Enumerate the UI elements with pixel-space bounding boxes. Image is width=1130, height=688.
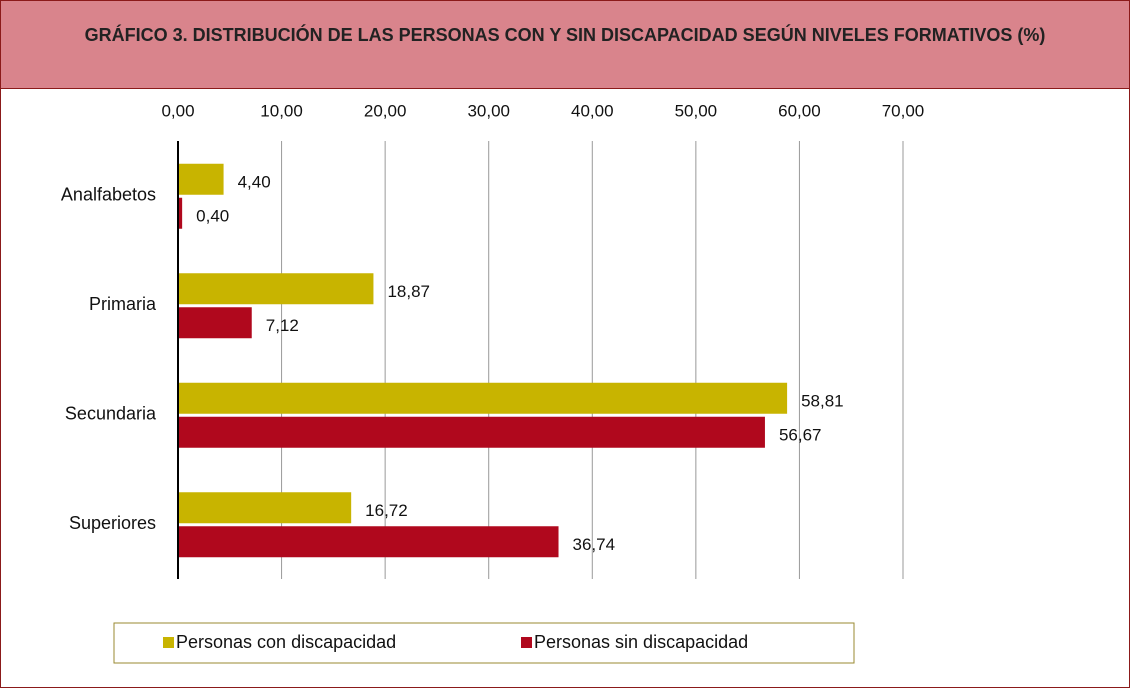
bar [178,197,183,229]
legend-swatch [521,637,532,648]
x-tick-label: 30,00 [467,101,510,120]
legend-label: Personas con discapacidad [176,632,396,652]
data-label: 56,67 [779,426,822,445]
bar [178,307,252,339]
bar [178,526,559,558]
data-label: 7,12 [266,316,299,335]
data-label: 0,40 [196,207,229,226]
data-label: 16,72 [365,501,408,520]
legend-swatch [163,637,174,648]
legend-box [113,622,855,664]
x-tick-label: 50,00 [675,101,718,120]
y-tick-label: Secundaria [65,404,157,424]
x-tick-label: 20,00 [364,101,407,120]
legend-label: Personas sin discapacidad [534,632,748,652]
data-label: 36,74 [573,535,616,554]
x-tick-label: 40,00 [571,101,614,120]
chart-title: GRÁFICO 3. DISTRIBUCIÓN DE LAS PERSONAS … [1,1,1129,89]
y-tick-label: Primaria [89,294,157,314]
x-tick-label: 0,00 [161,101,194,120]
y-tick-label: Analfabetos [61,185,156,205]
bar [178,382,788,414]
bar [178,416,765,448]
bar [178,492,352,524]
y-tick-label: Superiores [69,513,156,533]
x-tick-label: 70,00 [882,101,925,120]
x-tick-label: 60,00 [778,101,821,120]
data-label: 58,81 [801,392,844,411]
data-label: 4,40 [238,173,271,192]
data-label: 18,87 [387,282,430,301]
bar [178,273,374,305]
x-tick-label: 10,00 [260,101,303,120]
bar [178,163,224,195]
